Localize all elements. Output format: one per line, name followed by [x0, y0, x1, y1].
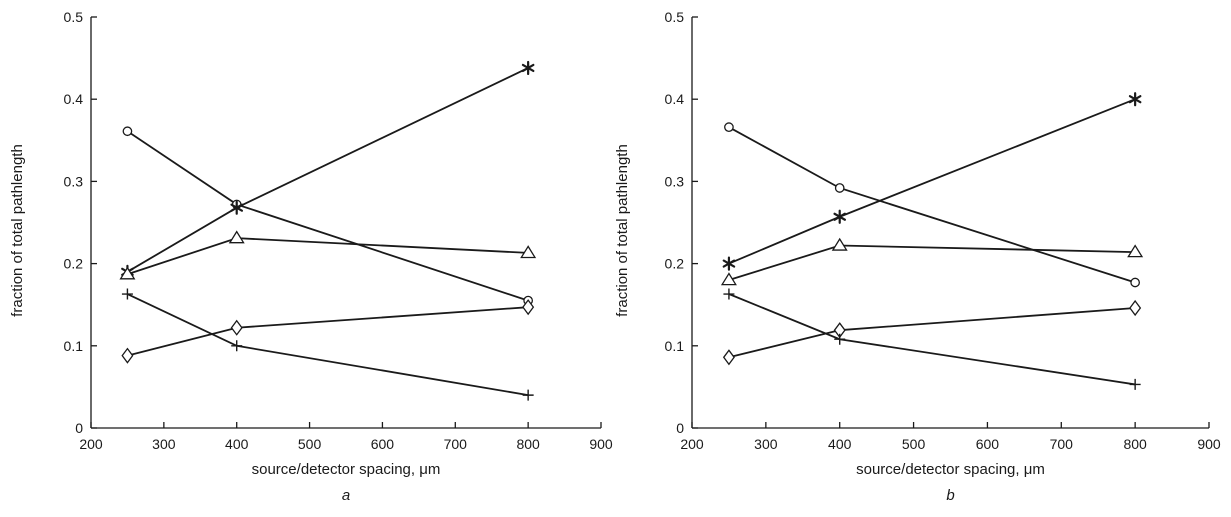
x-tick-label: 900	[1197, 436, 1221, 452]
marker-triangle-0	[119, 266, 136, 280]
x-axis-label: source/detector spacing, μm	[252, 461, 441, 478]
series-line-circle	[126, 130, 529, 302]
series-line-star	[728, 98, 1136, 265]
marker-circle-0	[724, 122, 734, 132]
chart-panel-a: 200 300 400 500 600 700 800 900 0 0.1 0.2 0.3 0.4 0.5…	[9, 9, 613, 504]
series-circle	[122, 126, 533, 306]
marker-plus-2	[1129, 378, 1141, 390]
series-plus	[723, 288, 1141, 390]
series-circle	[724, 122, 1140, 288]
series-line-diamond	[728, 307, 1136, 359]
series-triangle	[720, 237, 1144, 286]
panel-label: a	[342, 487, 350, 504]
x-tick-label: 800	[1123, 436, 1147, 452]
marker-plus-0	[121, 288, 133, 300]
y-axis-label: fraction of total pathlength	[614, 144, 631, 317]
series-line-plus	[728, 293, 1136, 386]
y-axis-label: fraction of total pathlength	[9, 144, 26, 317]
marker-circle-0	[122, 126, 133, 137]
y-tick-label: 0.2	[665, 256, 685, 272]
marker-plus-1	[834, 333, 846, 345]
x-tick-label: 400	[828, 436, 852, 452]
x-tick-label: 600	[371, 436, 395, 452]
y-tick-label: 0.5	[64, 9, 84, 25]
y-tick-label: 0.4	[64, 91, 84, 107]
x-tick-label: 200	[79, 436, 103, 452]
x-tick-label: 300	[754, 436, 778, 452]
marker-triangle-2	[520, 245, 537, 259]
marker-plus-2	[522, 389, 534, 401]
series-star	[722, 92, 1142, 271]
y-tick-label: 0.5	[665, 9, 685, 25]
marker-star-2	[1128, 92, 1142, 107]
series-line-plus	[127, 293, 529, 397]
y-tick-label: 0.3	[64, 173, 84, 189]
series-diamond	[722, 299, 1142, 366]
x-tick-label: 600	[976, 436, 1000, 452]
marker-triangle-1	[831, 237, 848, 251]
chart-panel-b: 200 300 400 500 600 700 800 900 0 0.1 0.2 0.3 0.4 0.5…	[614, 9, 1221, 504]
series-line-circle	[728, 126, 1136, 284]
x-tick-label: 500	[902, 436, 926, 452]
marker-triangle-0	[720, 272, 737, 286]
series-triangle	[119, 230, 537, 280]
marker-diamond-1	[230, 319, 243, 336]
x-tick-label: 300	[152, 436, 176, 452]
series-line-star	[126, 67, 529, 273]
y-tick-label: 0.2	[64, 256, 84, 272]
marker-plus-1	[231, 340, 243, 352]
series-plus	[121, 288, 534, 401]
marker-triangle-2	[1127, 244, 1144, 258]
marker-circle-1	[834, 183, 845, 193]
y-tick-label: 0.4	[665, 91, 685, 107]
marker-star-0	[722, 256, 736, 271]
x-tick-label: 700	[1050, 436, 1074, 452]
marker-plus-0	[723, 288, 735, 300]
series-line-diamond	[127, 306, 529, 357]
y-tick-label: 0.3	[665, 173, 685, 189]
marker-star-1	[833, 209, 847, 224]
x-tick-label: 500	[298, 436, 322, 452]
series-diamond	[121, 299, 535, 364]
marker-star-1	[230, 200, 244, 215]
marker-circle-2	[1130, 277, 1140, 288]
marker-diamond-2	[1129, 299, 1142, 317]
marker-diamond-2	[522, 299, 535, 316]
marker-diamond-0	[121, 347, 134, 364]
marker-diamond-0	[722, 349, 735, 366]
y-tick-label: 0.1	[665, 338, 685, 354]
x-tick-label: 200	[680, 436, 704, 452]
y-tick-label: 0	[75, 420, 83, 436]
x-tick-label: 700	[444, 436, 468, 452]
y-tick-label: 0	[676, 420, 684, 436]
panel-label: b	[946, 487, 954, 504]
x-tick-label: 800	[516, 436, 540, 452]
y-tick-label: 0.1	[64, 338, 84, 354]
x-tick-label: 400	[225, 436, 249, 452]
series-line-triangle	[127, 237, 529, 276]
marker-star-2	[521, 60, 535, 76]
x-axis-label: source/detector spacing, μm	[856, 461, 1045, 478]
marker-triangle-1	[228, 230, 245, 244]
x-tick-label: 900	[589, 436, 613, 452]
